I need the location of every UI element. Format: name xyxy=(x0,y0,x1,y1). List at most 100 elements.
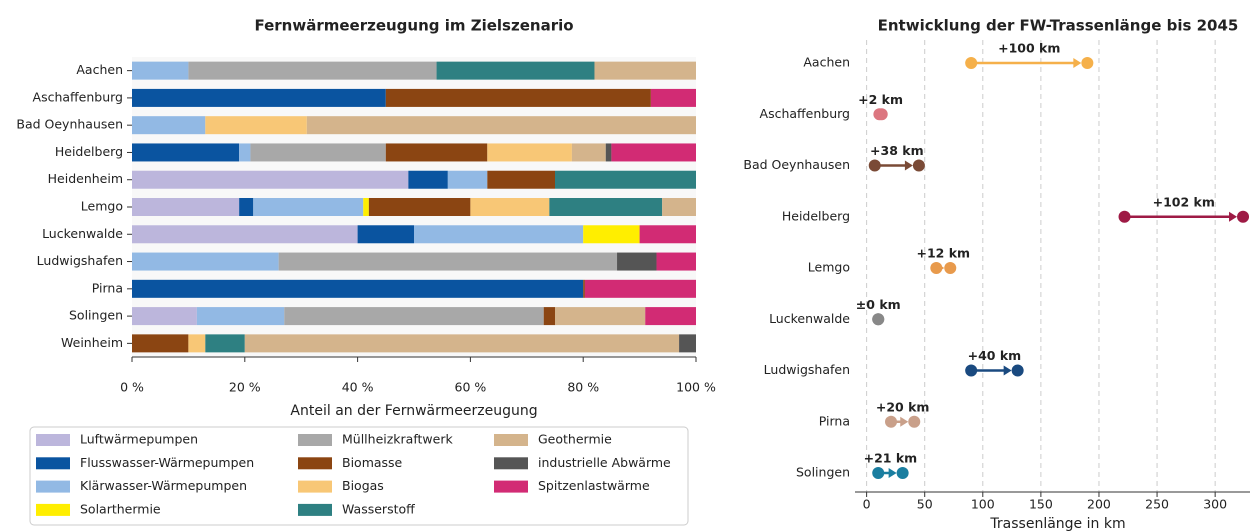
y-tick-label: Weinheim xyxy=(61,335,123,350)
arrow-head xyxy=(1003,365,1012,376)
legend-label: Biogas xyxy=(342,478,384,493)
bar-segment xyxy=(487,143,572,162)
legend-swatch xyxy=(298,480,332,493)
x-tick-label: 250 xyxy=(1145,497,1169,512)
legend-label: Luftwärmepumpen xyxy=(80,432,198,447)
y-tick-label: Pirna xyxy=(819,413,850,428)
x-tick-label: 100 xyxy=(971,497,995,512)
start-point xyxy=(885,415,898,428)
bar-segment xyxy=(239,198,254,216)
bar-segment xyxy=(470,198,550,216)
legend-swatch xyxy=(36,434,70,446)
end-point xyxy=(1011,364,1024,377)
end-point xyxy=(1237,210,1250,223)
y-tick-label: Aachen xyxy=(803,55,850,70)
bar-segment xyxy=(196,307,285,326)
bar-segment xyxy=(132,279,584,298)
y-tick-label: Aachen xyxy=(76,62,123,77)
bar-segment xyxy=(408,170,448,189)
arrow-head xyxy=(888,468,897,478)
bar-segment xyxy=(205,116,307,135)
end-point xyxy=(1081,57,1094,69)
y-tick-label: Luckenwalde xyxy=(42,226,123,241)
change-annotation: +102 km xyxy=(1153,194,1215,209)
legend-label: Geothermie xyxy=(538,432,612,447)
end-point xyxy=(872,313,885,326)
bar-segment xyxy=(132,307,197,326)
bar-segment xyxy=(253,198,364,216)
bar-segment xyxy=(132,198,240,216)
end-point xyxy=(944,262,957,274)
legend-swatch xyxy=(298,434,332,446)
legend-label: industrielle Abwärme xyxy=(538,455,671,470)
bar-segment xyxy=(244,334,680,353)
change-annotation: +100 km xyxy=(998,41,1060,56)
legend-swatch xyxy=(494,480,528,493)
bar-segment xyxy=(662,198,696,216)
bar-segment xyxy=(205,334,245,353)
y-tick-label: Solingen xyxy=(69,308,123,323)
end-point xyxy=(908,415,921,428)
x-axis-label: Trassenlänge in km xyxy=(989,516,1125,531)
start-point xyxy=(1118,210,1131,223)
bar-segment xyxy=(132,170,409,189)
bar-segment xyxy=(639,225,696,244)
change-annotation: +21 km xyxy=(864,451,918,466)
x-tick-label: 60 % xyxy=(455,380,487,395)
arrow-head xyxy=(900,416,909,427)
bar-segment xyxy=(132,143,240,162)
legend-label: Spitzenlastwärme xyxy=(538,478,650,493)
change-annotation: +12 km xyxy=(917,246,971,261)
bar-segment xyxy=(617,252,657,271)
bar-segment xyxy=(594,61,696,80)
start-point xyxy=(965,57,978,69)
x-tick-label: 80 % xyxy=(567,380,599,395)
bar-segment xyxy=(250,143,386,162)
legend-label: Biomasse xyxy=(342,455,403,470)
y-tick-label: Lemgo xyxy=(808,260,850,275)
y-tick-label: Aschaffenburg xyxy=(33,89,123,104)
change-annotation: +2 km xyxy=(858,92,903,107)
y-tick-label: Ludwigshafen xyxy=(764,362,850,377)
x-tick-label: 0 % xyxy=(120,380,144,395)
start-point xyxy=(872,467,885,479)
bar-segment xyxy=(132,61,189,80)
y-tick-label: Heidelberg xyxy=(55,144,123,159)
y-tick-label: Heidelberg xyxy=(782,208,850,223)
bar-segment xyxy=(188,334,206,353)
bar-segment xyxy=(583,225,640,244)
bar-segment xyxy=(368,198,471,216)
chart-title: Entwicklung der FW-Trassenlänge bis 2045 xyxy=(878,17,1239,35)
legend-swatch xyxy=(298,457,332,470)
legend-swatch xyxy=(298,503,332,516)
y-tick-label: Bad Oeynhausen xyxy=(743,157,850,172)
y-tick-label: Solingen xyxy=(796,465,850,480)
legend-label: Klärwasser-Wärmepumpen xyxy=(80,478,247,493)
change-annotation: +20 km xyxy=(876,399,930,414)
bar-segment xyxy=(487,170,555,189)
legend-swatch xyxy=(494,457,528,470)
legend-swatch xyxy=(36,480,70,493)
bar-segment xyxy=(555,307,646,326)
bar-segment xyxy=(385,143,488,162)
y-tick-label: Aschaffenburg xyxy=(760,106,850,121)
bar-segment xyxy=(584,279,696,298)
bar-segment xyxy=(132,252,279,271)
y-tick-label: Pirna xyxy=(92,280,123,295)
bar-segment xyxy=(132,334,189,353)
x-tick-label: 40 % xyxy=(342,380,374,395)
arrow-head xyxy=(1073,58,1082,68)
change-annotation: +40 km xyxy=(968,348,1022,363)
bar-segment xyxy=(357,225,414,244)
x-tick-label: 20 % xyxy=(229,380,261,395)
x-axis-label: Anteil an der Fernwärmeerzeugung xyxy=(290,403,537,419)
bar-segment xyxy=(645,307,696,326)
bar-segment xyxy=(549,198,663,216)
bar-segment xyxy=(188,61,437,80)
x-tick-label: 300 xyxy=(1203,497,1227,512)
x-tick-label: 200 xyxy=(1087,497,1111,512)
bar-segment xyxy=(306,116,696,135)
legend-swatch xyxy=(494,434,528,446)
bar-segment xyxy=(571,143,606,162)
